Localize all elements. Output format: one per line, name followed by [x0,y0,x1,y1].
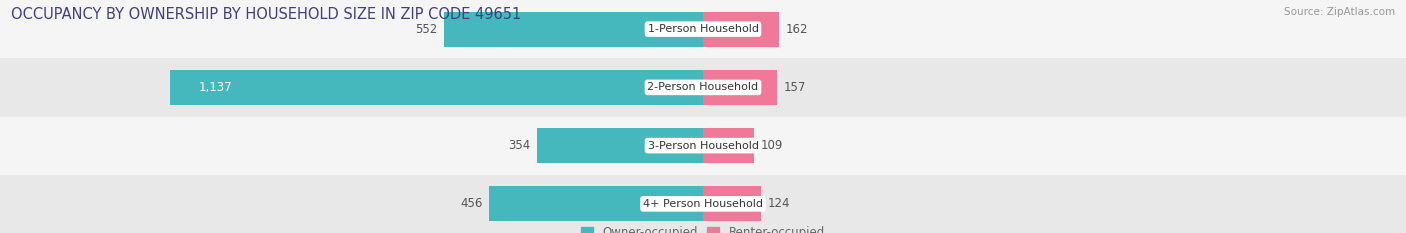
Bar [0,175,1406,233]
Text: Source: ZipAtlas.com: Source: ZipAtlas.com [1284,7,1395,17]
Bar [170,70,703,105]
Text: 1,137: 1,137 [198,81,232,94]
Bar [0,58,1406,116]
Bar [444,12,703,47]
Text: 2-Person Household: 2-Person Household [647,82,759,92]
Bar [0,116,1406,175]
Text: 354: 354 [508,139,530,152]
Text: OCCUPANCY BY OWNERSHIP BY HOUSEHOLD SIZE IN ZIP CODE 49651: OCCUPANCY BY OWNERSHIP BY HOUSEHOLD SIZE… [11,7,522,22]
Bar [703,128,754,163]
Bar [537,128,703,163]
Bar [703,70,776,105]
Text: 4+ Person Household: 4+ Person Household [643,199,763,209]
Text: 3-Person Household: 3-Person Household [648,141,758,151]
Bar [703,186,761,221]
Bar [703,12,779,47]
Text: 162: 162 [786,23,808,36]
Text: 109: 109 [761,139,783,152]
Text: 124: 124 [768,197,790,210]
Text: 456: 456 [460,197,482,210]
Bar [489,186,703,221]
Bar [0,0,1406,58]
Legend: Owner-occupied, Renter-occupied: Owner-occupied, Renter-occupied [581,226,825,233]
Text: 1-Person Household: 1-Person Household [648,24,758,34]
Text: 552: 552 [415,23,437,36]
Text: 157: 157 [783,81,806,94]
